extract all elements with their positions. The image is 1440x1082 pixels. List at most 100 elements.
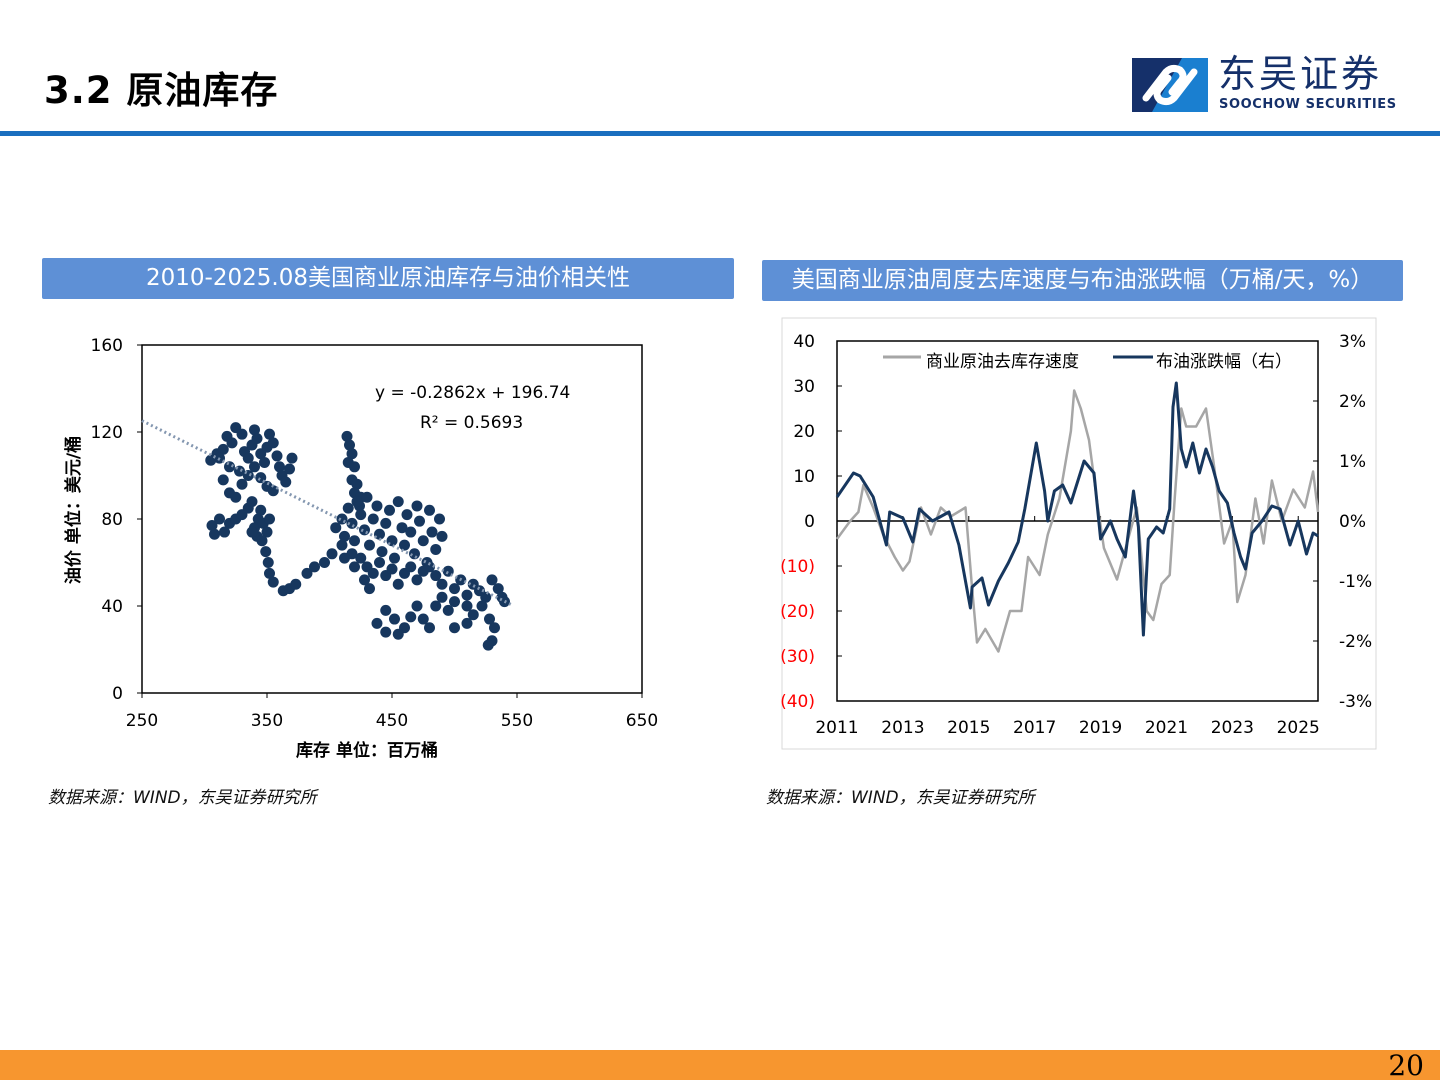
scatter-point: [436, 578, 448, 590]
page-number: 20: [1388, 1049, 1424, 1082]
legend-label-inventory: 商业原油去库存速度: [926, 352, 1079, 372]
x-tick-label: 2019: [1079, 718, 1122, 738]
scatter-point: [236, 478, 248, 490]
right-y-tick-label: 1%: [1339, 452, 1366, 472]
scatter-point: [389, 613, 400, 625]
x-tick-label: 2021: [1145, 718, 1188, 738]
scatter-point: [380, 604, 392, 616]
scatter-point: [405, 526, 417, 538]
scatter-point: [380, 517, 392, 529]
right-y-tick-label: 2%: [1339, 392, 1366, 412]
footer-bar: [0, 1050, 1440, 1080]
line-chart-outer-frame: [781, 317, 1377, 750]
trendline: [141, 419, 512, 606]
scatter-point: [367, 567, 379, 579]
y-tick-label: 80: [101, 510, 123, 530]
right-y-tick-label: -1%: [1339, 572, 1372, 592]
trendline-equation: y = -0.2862x + 196.74: [375, 383, 570, 403]
scatter-point: [492, 583, 504, 595]
scatter-point: [411, 600, 423, 612]
y-tick-label: 120: [91, 423, 123, 443]
y-tick-label: 40: [101, 597, 123, 617]
scatter-point: [489, 622, 500, 634]
left-chart-source: 数据来源：WIND，东吴证券研究所: [48, 788, 317, 808]
scatter-point: [380, 626, 392, 638]
header-divider: [0, 131, 1440, 136]
scatter-point: [284, 463, 295, 475]
scatter-point: [349, 561, 360, 573]
scatter-point: [264, 513, 275, 525]
scatter-point: [467, 609, 479, 621]
scatter-point: [326, 548, 338, 560]
scatter-point: [267, 576, 279, 588]
x-tick-label: 2011: [815, 718, 858, 738]
scatter-point: [262, 557, 274, 568]
scatter-point: [436, 530, 448, 542]
scatter-point: [414, 515, 425, 527]
scatter-point: [267, 437, 279, 449]
scatter-point: [461, 617, 473, 629]
logo-name-cn: 东吴证券: [1218, 52, 1383, 96]
scatter-point: [264, 428, 275, 440]
scatter-point: [364, 583, 375, 595]
right-y-tick-label: 3%: [1339, 332, 1366, 352]
line-chart: 40 30 20 10 0 (10) (20) (30) (40) 3% 2% 1% 0% -1% -2% -…: [780, 317, 1377, 750]
left-y-tick-label: 20: [793, 422, 815, 442]
left-y-tick-label: 40: [793, 332, 815, 352]
scatter-point: [482, 639, 494, 651]
scatter-point: [449, 583, 460, 595]
scatter-point: [392, 578, 404, 590]
scatter-point: [261, 526, 273, 538]
x-tick-label: 2025: [1277, 718, 1320, 738]
scatter-point: [417, 613, 429, 625]
scatter-point: [341, 430, 353, 442]
right-y-tick-label: -3%: [1339, 692, 1372, 712]
scatter-point: [442, 604, 454, 616]
scatter-point: [336, 513, 348, 525]
legend-label-brent: 布油涨跌幅（右）: [1156, 352, 1292, 372]
scatter-point: [461, 600, 473, 612]
scatter-point: [301, 567, 313, 579]
scatter-point: [349, 535, 360, 547]
scatter-point: [342, 502, 354, 514]
scatter-point: [351, 496, 363, 508]
scatter-point: [290, 578, 302, 590]
scatter-point: [355, 509, 367, 521]
scatter-point: [430, 600, 442, 612]
scatter-point: [209, 528, 220, 540]
scatter-point: [396, 522, 408, 534]
scatter-point: [449, 622, 460, 634]
scatter-point: [264, 567, 275, 579]
left-y-tick-label: 10: [793, 467, 815, 487]
y-axis-label: 油价 单位：美元/桶: [63, 436, 84, 584]
scatter-point: [330, 522, 342, 534]
brent-change-line: [835, 381, 1319, 637]
scatter-point: [217, 443, 229, 455]
x-tick-label: 550: [501, 711, 533, 731]
x-tick-label: 650: [626, 711, 658, 731]
soochow-logo-icon: [1132, 58, 1208, 112]
scatter-point: [267, 485, 279, 497]
x-axis-label: 库存 单位：百万桶: [296, 740, 438, 761]
scatter-point: [371, 617, 383, 629]
y-tick-label: 0: [112, 684, 123, 704]
scatter-point: [405, 611, 417, 623]
scatter-point: [430, 570, 442, 582]
left-chart-title: 2010-2025.08美国商业原油库存与油价相关性: [42, 258, 734, 299]
right-chart-source: 数据来源：WIND，东吴证券研究所: [766, 788, 1035, 808]
scatter-point: [246, 526, 258, 538]
scatter-point: [384, 504, 395, 516]
left-y-tick-label: 0: [804, 512, 815, 532]
scatter-point: [367, 513, 379, 525]
x-tick-label: 450: [376, 711, 408, 731]
scatter-point: [224, 461, 235, 473]
scatter-point: [336, 539, 348, 551]
scatter-point: [480, 591, 492, 603]
left-y-tick-label: (40): [780, 692, 815, 712]
scatter-point: [280, 476, 292, 488]
scatter-point: [386, 563, 398, 575]
scatter-point: [436, 591, 448, 603]
scatter-point: [430, 543, 442, 555]
scatter-point: [309, 561, 320, 573]
